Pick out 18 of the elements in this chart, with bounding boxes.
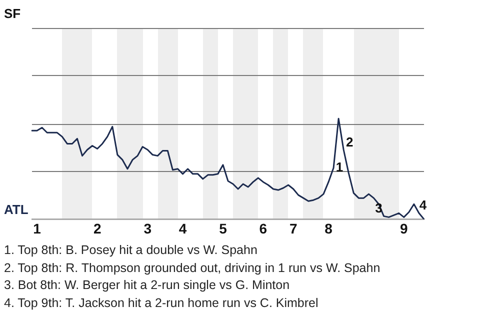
x-tick-label: 4 xyxy=(178,220,187,236)
x-tick-label: 8 xyxy=(324,220,333,236)
text: 2. Top 8th: R. Thompson grounded out, driving in 1 run vs W. Spahn xyxy=(4,260,380,277)
x-tick-label: 5 xyxy=(219,220,228,236)
annotation: 1 xyxy=(336,159,344,174)
annotation: 2 xyxy=(346,134,354,150)
text: 3. Bot 8th: W. Berger hit a 2-run single vs G. Minton xyxy=(4,277,291,294)
annotation: 4 xyxy=(419,198,428,213)
text: 4. Top 9th: T. Jackson hit a 2-run home run vs C. Kimbrel xyxy=(4,294,320,312)
x-tick-label: 3 xyxy=(144,220,152,236)
x-tick-label: 6 xyxy=(259,220,268,236)
text: SF xyxy=(4,6,21,21)
text: 1. Top 8th: B. Posey hit a double vs W. Spahn xyxy=(4,242,258,259)
x-tick-label: 7 xyxy=(289,220,298,236)
x-tick-label: 2 xyxy=(93,220,102,236)
x-tick-label: 9 xyxy=(400,220,408,236)
x-tick-label: 1 xyxy=(33,220,42,236)
text: ATL xyxy=(4,202,28,218)
